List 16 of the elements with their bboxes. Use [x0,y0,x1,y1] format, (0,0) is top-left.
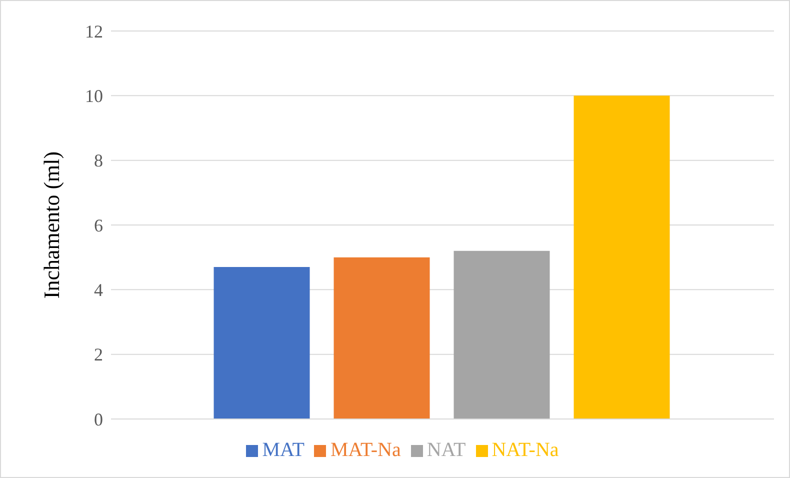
bar [454,250,550,419]
legend-label: NAT [426,439,466,461]
bar [214,267,310,419]
y-tick-label: 12 [85,21,103,42]
y-tick-label: 0 [94,409,103,430]
y-tick-label: 6 [94,215,103,236]
bar [334,257,430,419]
y-tick-label: 4 [94,280,103,300]
y-tick-label: 8 [94,150,103,171]
y-tick-label: 10 [85,86,103,106]
legend-label: NAT-Na [492,439,559,461]
y-axis-title: Inchamento (ml) [38,151,64,299]
legend-label: MAT [262,439,304,461]
legend-label: MAT-Na [330,439,401,461]
bar [574,96,670,419]
y-tick-label: 2 [94,344,103,365]
